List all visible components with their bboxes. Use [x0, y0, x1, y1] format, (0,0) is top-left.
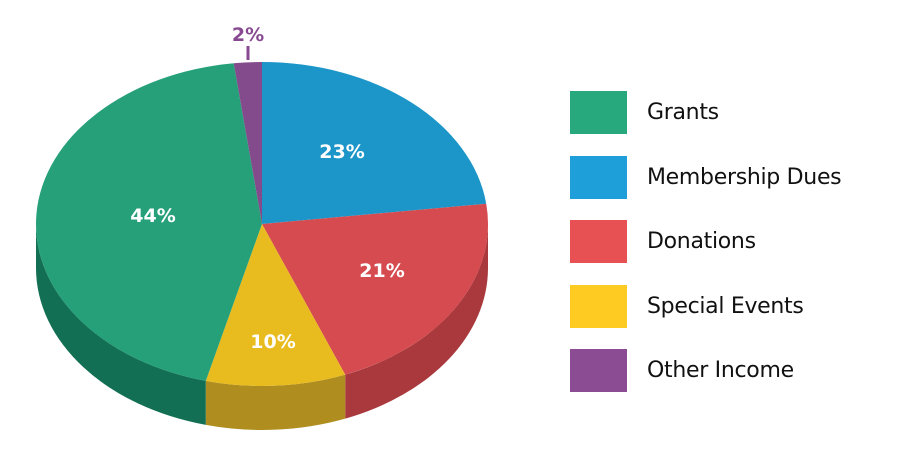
- pie-slice-membership-dues: [262, 62, 487, 224]
- legend-item-special-events: Special Events: [570, 284, 841, 328]
- legend-swatch-membership-dues: [570, 155, 627, 199]
- slice-label-donations: 21%: [359, 260, 404, 282]
- slice-label-grants: 44%: [130, 205, 175, 227]
- legend: Grants Membership Dues Donations Special…: [570, 91, 842, 414]
- legend-swatch-other-income: [570, 349, 627, 392]
- pie-side-donations: [345, 224, 488, 419]
- pie-slice-grants: [36, 63, 263, 381]
- legend-item-donations: Donations: [570, 220, 841, 263]
- pie-sides: [36, 224, 488, 431]
- legend-item-membership-dues: Membership Dues: [570, 155, 842, 199]
- slice-label-special-events: 10%: [250, 331, 295, 353]
- legend-swatch-donations: [570, 220, 627, 263]
- legend-swatch-special-events: [570, 284, 627, 328]
- legend-label: Membership Dues: [647, 164, 842, 190]
- pie-slice-special-events: [205, 224, 346, 387]
- legend-label: Special Events: [647, 293, 804, 319]
- pie-slice-other-income: [233, 62, 262, 224]
- slice-label-membership-dues: 23%: [319, 141, 364, 163]
- pie-side-special-events: [205, 374, 346, 431]
- pie-top-faces: [36, 62, 488, 387]
- legend-swatch-grants: [570, 91, 627, 134]
- callout-label-other-income: 2%: [232, 24, 264, 46]
- pie-side-grants: [36, 224, 206, 425]
- pie-slice-donations: [262, 203, 488, 375]
- legend-label: Grants: [647, 100, 719, 125]
- legend-item-grants: Grants: [570, 91, 841, 134]
- legend-item-other-income: Other Income: [570, 349, 841, 392]
- legend-label: Other Income: [647, 358, 794, 383]
- legend-label: Donations: [647, 229, 756, 254]
